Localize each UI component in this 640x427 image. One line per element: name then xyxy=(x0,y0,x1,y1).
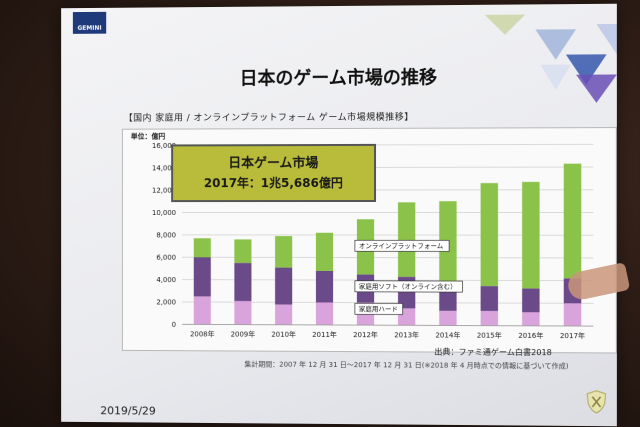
x-tick-label: 2010年 xyxy=(271,330,296,339)
source-note: 出典：ファミ通ゲーム白書2018 xyxy=(434,346,551,358)
svg-text:家庭用ハード: 家庭用ハード xyxy=(359,304,398,313)
y-unit-label: 単位：億円 xyxy=(131,132,165,141)
x-tick-label: 2012年 xyxy=(353,330,378,339)
x-tick-label: 2017年 xyxy=(560,331,585,340)
bar-online xyxy=(398,202,415,276)
bar-hardware xyxy=(522,312,539,326)
bar-online xyxy=(481,183,498,286)
bar-software xyxy=(234,263,251,301)
bar-hardware xyxy=(564,303,582,326)
series-label: 家庭用ソフト（オンライン含む） xyxy=(355,281,463,292)
period-note: 集計期間：2007 年 12 月 31 日〜2017 年 12 月 31 日(※… xyxy=(244,359,568,371)
slide-date: 2019/5/29 xyxy=(100,404,155,417)
bar-software xyxy=(194,257,211,296)
x-tick-label: 2016年 xyxy=(518,331,543,340)
bar-online xyxy=(316,233,333,271)
callout-title: 日本ゲーム市場 xyxy=(173,152,374,171)
bar-online xyxy=(522,182,539,289)
slide-title: 日本のゲーム市場の推移 xyxy=(209,63,469,90)
bar-online xyxy=(275,236,292,267)
bar-software xyxy=(481,286,498,311)
x-tick-label: 2009年 xyxy=(231,329,256,338)
bar-hardware xyxy=(194,296,211,324)
presentation-slide: GEMINI 日本のゲーム市場の推移 【国内 家庭用 / オンラインプラットフォ… xyxy=(61,4,617,427)
x-tick-label: 2014年 xyxy=(435,330,460,339)
y-tick-label: 10,000 xyxy=(152,209,176,217)
bar-hardware xyxy=(316,302,333,325)
bar-hardware xyxy=(481,311,498,326)
y-tick-label: 8,000 xyxy=(156,231,176,239)
bar-online xyxy=(564,164,582,279)
y-tick-label: 4,000 xyxy=(156,276,176,284)
y-tick-label: 0 xyxy=(172,321,176,329)
y-tick-label: 2,000 xyxy=(156,298,176,306)
bar-online xyxy=(234,239,251,263)
svg-text:オンラインプラットフォーム: オンラインプラットフォーム xyxy=(359,242,444,250)
bar-software xyxy=(316,271,333,303)
bar-hardware xyxy=(234,301,251,325)
company-logo: GEMINI xyxy=(73,12,106,34)
bar-online xyxy=(194,238,211,257)
x-tick-label: 2015年 xyxy=(477,331,502,340)
x-tick-label: 2011年 xyxy=(312,330,337,339)
callout-value: 2017年：1兆5,686億円 xyxy=(173,174,374,191)
bar-hardware xyxy=(275,305,292,325)
bar-software xyxy=(275,268,292,305)
y-tick-label: 6,000 xyxy=(156,254,176,262)
bar-hardware xyxy=(439,311,456,326)
bar-software xyxy=(522,288,539,312)
decorative-triangles xyxy=(444,14,616,106)
series-label: 家庭用ハード xyxy=(355,303,403,314)
chart-subtitle: 【国内 家庭用 / オンラインプラットフォーム ゲーム市場規模推移】 xyxy=(124,110,414,124)
shield-icon xyxy=(586,390,606,414)
x-tick-label: 2008年 xyxy=(190,329,215,338)
market-size-callout: 日本ゲーム市場 2017年：1兆5,686億円 xyxy=(171,144,376,202)
x-tick-label: 2013年 xyxy=(394,330,419,339)
svg-text:家庭用ソフト（オンライン含む）: 家庭用ソフト（オンライン含む） xyxy=(359,282,457,291)
series-label: オンラインプラットフォーム xyxy=(355,240,449,251)
